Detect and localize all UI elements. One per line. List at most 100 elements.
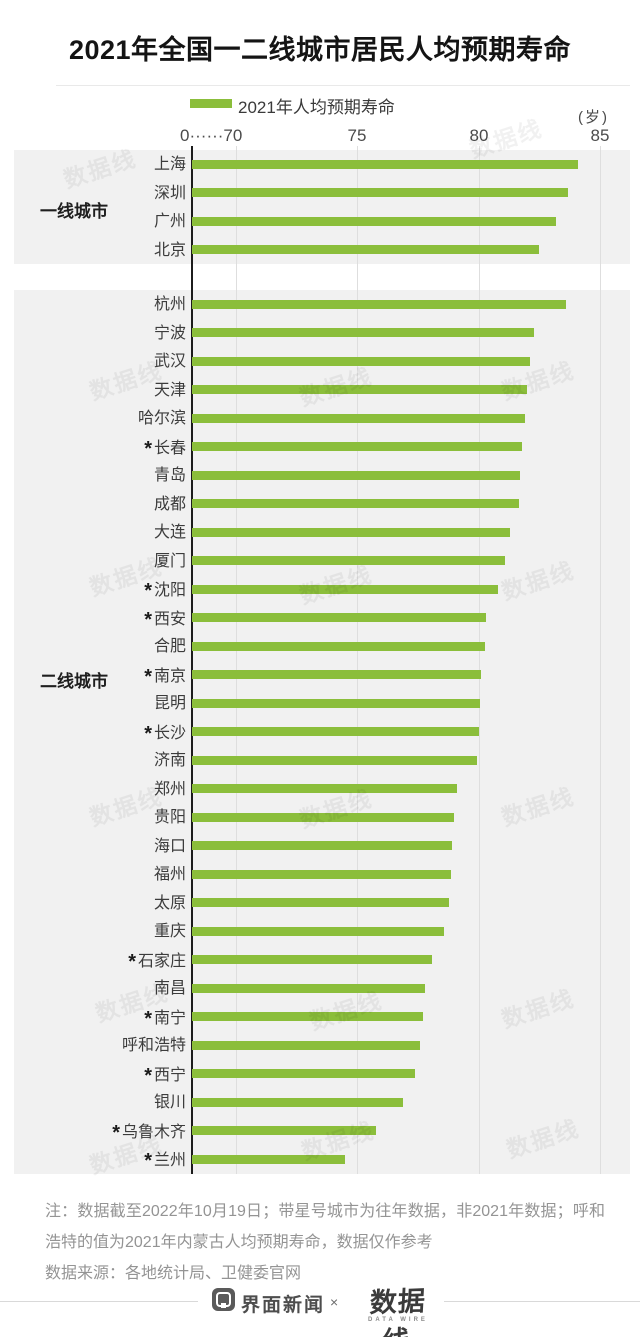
city-row: 福州 [14, 860, 630, 889]
city-label: * 兰州 [14, 1145, 186, 1174]
city-row: 天津 [14, 376, 630, 405]
bar [192, 1012, 423, 1022]
bar [192, 983, 426, 993]
city-label: 福州 [14, 860, 186, 889]
city-name: 广州 [153, 213, 186, 230]
bar [192, 1069, 416, 1079]
bar [192, 413, 525, 423]
city-name: 成都 [153, 495, 186, 513]
city-name: 贵阳 [153, 809, 186, 826]
city-name: 深圳 [153, 184, 186, 202]
city-row: 重庆 [14, 917, 630, 946]
city-label: 贵阳 [14, 803, 186, 832]
city-row: 郑州 [14, 775, 630, 804]
city-label: 呼和浩特 [14, 1031, 186, 1060]
city-row: 济南 [14, 746, 630, 775]
city-row: 宁波 [14, 319, 630, 348]
city-label: 成都 [14, 490, 186, 519]
star-marker: * [112, 1121, 120, 1144]
star-marker: * [144, 1064, 152, 1087]
city-name: 郑州 [153, 780, 186, 798]
city-name: 上海 [153, 156, 186, 173]
city-name: 兰州 [153, 1152, 186, 1169]
datawire-logo-subtitle: DATA WIRE [368, 1317, 428, 1323]
city-row: 北京 [14, 236, 630, 265]
axis-baseline [191, 146, 193, 1174]
bar [192, 926, 445, 936]
city-row: 杭州 [14, 290, 630, 319]
city-name: 太原 [153, 894, 186, 912]
city-name: 武汉 [153, 353, 186, 370]
footnote: 注：数据截至2022年10月19日；带星号城市为往年数据，非2021年数据；呼和… [45, 1203, 605, 1251]
city-label: 天津 [14, 376, 186, 405]
city-row: 上海 [14, 150, 630, 179]
city-row: * 南宁 [14, 1003, 630, 1032]
bar [192, 641, 485, 651]
city-name: 北京 [153, 241, 186, 259]
city-name: 乌鲁木齐 [121, 1123, 186, 1141]
jiemian-news-logo-icon [212, 1288, 235, 1311]
group-band [14, 150, 630, 264]
bar [192, 869, 451, 879]
city-row: 南昌 [14, 974, 630, 1003]
city-name: 南宁 [153, 1009, 186, 1027]
city-row: * 长春 [14, 433, 630, 462]
city-name: 银川 [153, 1094, 186, 1111]
city-row: * 长沙 [14, 718, 630, 747]
city-row: 合肥 [14, 632, 630, 661]
city-name: 昆明 [153, 695, 186, 712]
city-name: 沈阳 [153, 582, 186, 599]
bar [192, 584, 498, 594]
city-row: * 石家庄 [14, 946, 630, 975]
star-marker: * [144, 580, 152, 602]
bar [192, 527, 511, 537]
city-label: * 沈阳 [14, 575, 186, 604]
bar [192, 727, 479, 737]
bar [192, 955, 433, 965]
footer-divider-left [0, 1301, 198, 1302]
group-label-first-tier: 一线城市 [40, 202, 108, 221]
city-name: 哈尔滨 [137, 410, 186, 427]
city-label: 济南 [14, 746, 186, 775]
city-row: 广州 [14, 207, 630, 236]
city-name: 西宁 [153, 1066, 186, 1084]
gridline-70 [235, 146, 237, 1174]
bar [192, 188, 569, 198]
city-label: 武汉 [14, 347, 186, 376]
bar [192, 299, 566, 309]
city-row: 海口 [14, 832, 630, 861]
city-label: 银川 [14, 1088, 186, 1117]
city-label: * 西宁 [14, 1060, 186, 1089]
city-name: 海口 [153, 837, 186, 855]
bar [192, 698, 480, 708]
bar [192, 385, 528, 395]
city-name: 宁波 [153, 324, 186, 342]
bar [192, 784, 457, 794]
bar [192, 755, 478, 765]
star-marker: * [144, 1007, 152, 1030]
city-label: * 南宁 [14, 1003, 186, 1032]
city-row: * 兰州 [14, 1145, 630, 1174]
city-row: 太原 [14, 889, 630, 918]
city-row: * 南京 [14, 661, 630, 690]
brand-separator: × [330, 1294, 339, 1310]
city-label: 北京 [14, 236, 186, 265]
city-label: 南昌 [14, 974, 186, 1003]
axis-tick-80: 80 [469, 126, 489, 145]
data-source: 数据来源：各地统计局、卫健委官网 [45, 1265, 302, 1282]
city-label: 深圳 [14, 179, 186, 208]
city-name: 石家庄 [137, 952, 186, 970]
star-marker: * [144, 437, 152, 460]
legend-swatch [190, 99, 232, 108]
city-label: * 南京 [14, 661, 186, 690]
city-label: * 长春 [14, 433, 186, 462]
city-row: 深圳 [14, 179, 630, 208]
star-marker: * [128, 950, 136, 973]
city-name: 天津 [153, 381, 186, 399]
city-name: 南京 [153, 667, 186, 685]
bar [192, 812, 455, 822]
city-label: * 石家庄 [14, 946, 186, 975]
city-name: 合肥 [153, 638, 186, 655]
city-row: * 西宁 [14, 1060, 630, 1089]
